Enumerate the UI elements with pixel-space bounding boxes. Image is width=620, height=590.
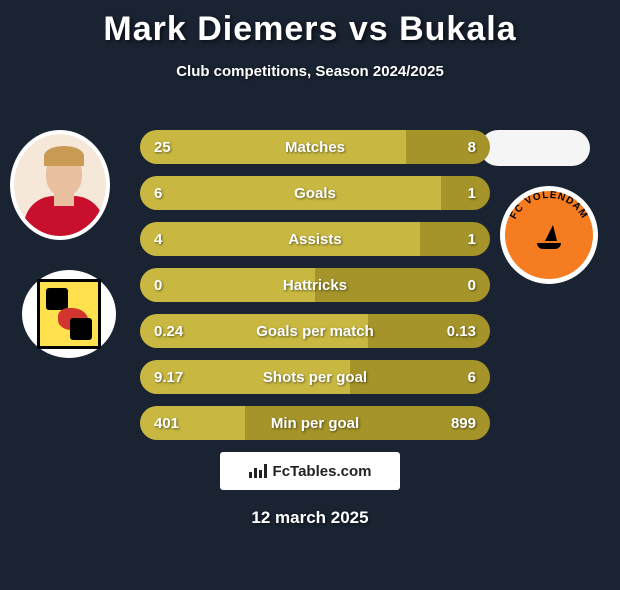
stat-row-min-per-goal: 401 Min per goal 899: [140, 406, 490, 440]
stat-label: Hattricks: [140, 277, 490, 294]
page-title: Mark Diemers vs Bukala: [0, 10, 620, 49]
stat-right-value: 0: [468, 277, 476, 294]
stat-right-value: 899: [451, 415, 476, 432]
footer-site-text: FcTables.com: [273, 463, 372, 480]
club-left-badge: [22, 270, 116, 358]
stat-row-shots-per-goal: 9.17 Shots per goal 6: [140, 360, 490, 394]
stat-label: Shots per goal: [140, 369, 490, 386]
stat-label: Goals per match: [140, 323, 490, 340]
stat-row-goals-per-match: 0.24 Goals per match 0.13: [140, 314, 490, 348]
stats-container: 25 Matches 8 6 Goals 1 4 Assists 1 0 Hat…: [140, 130, 490, 452]
stat-label: Matches: [140, 139, 490, 156]
stat-row-assists: 4 Assists 1: [140, 222, 490, 256]
chart-icon: [249, 464, 267, 478]
stat-right-value: 1: [468, 185, 476, 202]
svg-text:FC VOLENDAM: FC VOLENDAM: [508, 190, 589, 221]
club-right-badge: FC VOLENDAM: [500, 186, 598, 284]
stat-right-value: 6: [468, 369, 476, 386]
stat-right-value: 8: [468, 139, 476, 156]
page-subtitle: Club competitions, Season 2024/2025: [0, 63, 620, 80]
player-right-placeholder: [480, 130, 590, 166]
stat-right-value: 0.13: [447, 323, 476, 340]
stat-row-matches: 25 Matches 8: [140, 130, 490, 164]
stat-right-value: 1: [468, 231, 476, 248]
footer-site-badge: FcTables.com: [220, 452, 400, 490]
club-right-arc-text: FC VOLENDAM: [508, 190, 589, 221]
stat-label: Goals: [140, 185, 490, 202]
stat-label: Min per goal: [140, 415, 490, 432]
stat-row-hattricks: 0 Hattricks 0: [140, 268, 490, 302]
stat-label: Assists: [140, 231, 490, 248]
player-left-photo: [10, 130, 110, 240]
stat-row-goals: 6 Goals 1: [140, 176, 490, 210]
footer-date: 12 march 2025: [0, 508, 620, 528]
